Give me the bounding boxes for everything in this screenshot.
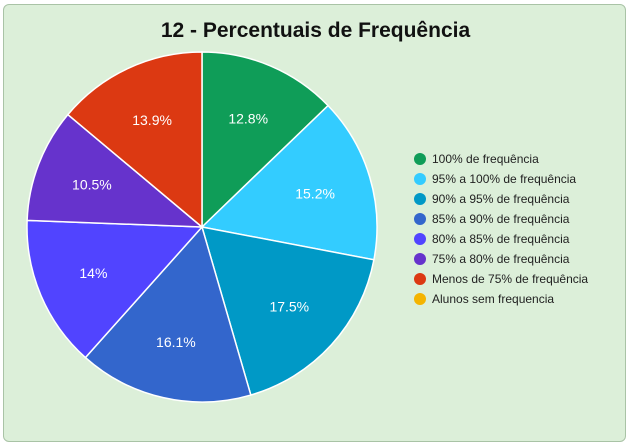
slice-label-1: 15.2% bbox=[295, 185, 335, 201]
slice-label-3: 16.1% bbox=[156, 334, 196, 350]
legend-label: 75% a 80% de frequência bbox=[432, 252, 570, 266]
legend-item-4[interactable]: 80% a 85% de frequência bbox=[414, 229, 588, 249]
slice-label-0: 12.8% bbox=[228, 110, 268, 126]
legend-label: 80% a 85% de frequência bbox=[432, 232, 570, 246]
legend-item-2[interactable]: 90% a 95% de frequência bbox=[414, 189, 588, 209]
pie-slice-1[interactable] bbox=[200, 104, 378, 261]
slice-label-4: 14% bbox=[79, 265, 107, 281]
legend-item-6[interactable]: Menos de 75% de frequência bbox=[414, 269, 588, 289]
legend-label: 85% a 90% de frequência bbox=[432, 212, 570, 226]
legend-label: Menos de 75% de frequência bbox=[432, 272, 589, 286]
slice-label-5: 10.5% bbox=[72, 177, 112, 193]
legend-item-1[interactable]: 95% a 100% de frequência bbox=[414, 169, 588, 189]
legend-item-5[interactable]: 75% a 80% de frequência bbox=[414, 249, 588, 269]
slice-label-2: 17.5% bbox=[269, 298, 309, 314]
legend-swatch-icon bbox=[414, 293, 426, 305]
slice-label-6: 13.9% bbox=[132, 112, 172, 128]
chart-title: 12 - Percentuais de Frequência bbox=[160, 19, 471, 42]
legend-item-0[interactable]: 100% de frequência bbox=[414, 149, 588, 169]
pie-slice-5[interactable] bbox=[26, 113, 205, 228]
pie-slice-0[interactable] bbox=[201, 51, 330, 229]
legend-swatch-icon bbox=[414, 253, 426, 265]
pie-chart: 12.8% 15.2% 17.5% 16.1% 14% 10.5% 13.9% bbox=[26, 51, 378, 403]
pie-slice-2[interactable] bbox=[200, 226, 375, 396]
legend-label: 90% a 95% de frequência bbox=[432, 192, 570, 206]
pie-slice-3[interactable] bbox=[84, 225, 252, 403]
legend-swatch-icon bbox=[414, 213, 426, 225]
legend-item-7[interactable]: Alunos sem frequencia bbox=[414, 289, 588, 309]
legend-swatch-icon bbox=[414, 153, 426, 165]
pie-slice-6[interactable] bbox=[66, 51, 203, 229]
chart-card: 12 - Percentuais de Frequência 12.8% 15.2… bbox=[3, 4, 626, 442]
legend-item-3[interactable]: 85% a 90% de frequência bbox=[414, 209, 588, 229]
legend-label: 100% de frequência bbox=[432, 152, 539, 166]
chart-legend: 100% de frequência 95% a 100% de frequênc… bbox=[414, 149, 588, 309]
legend-label: Alunos sem frequencia bbox=[432, 292, 555, 306]
legend-swatch-icon bbox=[414, 173, 426, 185]
legend-swatch-icon bbox=[414, 193, 426, 205]
legend-swatch-icon bbox=[414, 233, 426, 245]
pie-slice-4[interactable] bbox=[26, 219, 204, 359]
legend-label: 95% a 100% de frequência bbox=[432, 172, 577, 186]
legend-swatch-icon bbox=[414, 273, 426, 285]
